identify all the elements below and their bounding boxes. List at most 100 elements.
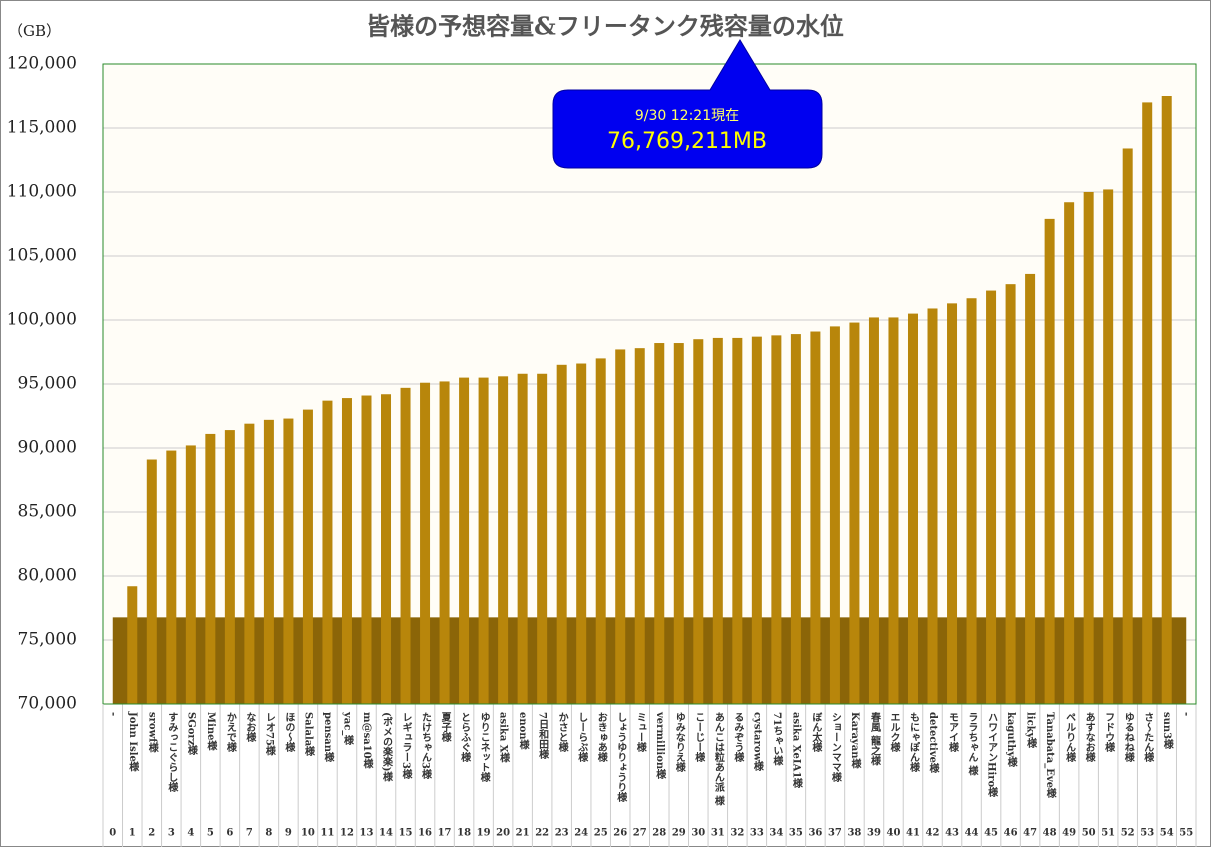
- category-number: 19: [477, 828, 491, 839]
- bar: [1005, 284, 1016, 704]
- x-tick-label: とらふぐ様: [459, 712, 471, 763]
- x-tick-label: John Isle様: [127, 711, 139, 773]
- x-tick-label: あすなお様: [1083, 712, 1095, 763]
- y-tick-label: 80,000: [18, 566, 77, 586]
- bar: [185, 445, 196, 704]
- category-number: 15: [399, 828, 413, 839]
- x-tick-label: 7日和田様: [537, 712, 550, 760]
- x-tick-label: かさと様: [556, 712, 568, 753]
- x-tick-label: enon様: [517, 712, 529, 750]
- category-number: 18: [457, 828, 471, 839]
- bar: [615, 349, 626, 704]
- x-tick-label: ショーンママ様: [829, 712, 841, 783]
- y-tick-label: 115,000: [7, 118, 77, 138]
- bar: [341, 398, 352, 704]
- x-tick-label: m@sa10様: [361, 712, 373, 769]
- y-tick-label: 120,000: [7, 54, 77, 74]
- category-number: 0: [109, 828, 116, 839]
- bar: [556, 364, 567, 704]
- category-number: 32: [730, 828, 744, 839]
- x-tick-label: Karayan様: [849, 712, 861, 769]
- y-tick-label: 100,000: [7, 310, 77, 330]
- category-number: 53: [1140, 828, 1154, 839]
- x-tick-label: ゆるねね様: [1122, 712, 1134, 763]
- bar: [205, 433, 216, 704]
- category-number: 13: [360, 828, 374, 839]
- bar: [537, 373, 548, 704]
- bar: [907, 313, 918, 704]
- y-tick-label: 90,000: [18, 438, 77, 458]
- x-tick-label: エルク様: [888, 712, 900, 753]
- category-number: 4: [187, 828, 194, 839]
- category-number: 51: [1101, 828, 1115, 839]
- bar: [400, 387, 411, 704]
- category-number: 7: [246, 828, 253, 839]
- category-number: 21: [516, 828, 530, 839]
- x-tick-label: cystarow様: [751, 712, 763, 772]
- y-tick-label: 85,000: [18, 502, 77, 522]
- category-number: 3: [168, 828, 175, 839]
- category-number: 34: [769, 828, 783, 839]
- category-number: 29: [672, 828, 686, 839]
- x-tick-label: レギュラー3様: [400, 712, 412, 780]
- x-tick-label: licky様: [1025, 712, 1037, 749]
- y-tick-label: 70,000: [18, 694, 77, 714]
- x-tick-label: ララちゃん 様: [966, 712, 978, 776]
- bar: [927, 308, 938, 704]
- category-number: 44: [965, 828, 979, 839]
- category-number: 41: [906, 828, 920, 839]
- bar: [1103, 189, 1114, 704]
- x-tick-label: モアイ様: [947, 712, 959, 753]
- y-tick-label: 75,000: [18, 630, 77, 650]
- y-tick-label: 95,000: [18, 374, 77, 394]
- bar: [712, 337, 723, 704]
- callout-value: 76,769,211MB: [607, 129, 767, 154]
- bar: [322, 400, 333, 704]
- x-tick-label: るみぞう様: [732, 712, 744, 763]
- bar: [459, 377, 470, 704]
- x-tick-label: ぼん太様: [810, 711, 823, 753]
- bar: [517, 373, 528, 704]
- bar: [810, 331, 821, 704]
- plot-frame: [102, 63, 1197, 705]
- x-tick-label: ペルりん様: [1064, 712, 1076, 763]
- bar: [302, 409, 313, 704]
- category-number: 25: [594, 828, 608, 839]
- x-tick-label: フドウ様: [1103, 712, 1115, 753]
- category-number: 23: [555, 828, 569, 839]
- x-tick-label: たけちゃん3様: [420, 712, 432, 780]
- category-number: 31: [711, 828, 725, 839]
- bar: [498, 376, 509, 704]
- x-tick-label: すみっこぐらし様: [166, 712, 178, 793]
- bar: [1064, 202, 1075, 705]
- x-tick-label: (ボメの楽楽)様: [381, 712, 394, 782]
- x-tick-label: yac_様: [341, 711, 353, 746]
- callout: [552, 39, 823, 169]
- x-tick-label: vermillion様: [654, 711, 666, 780]
- category-number: 22: [535, 828, 549, 839]
- x-tick-label: -: [1181, 712, 1192, 716]
- category-number: 33: [750, 828, 764, 839]
- bar: [420, 382, 431, 704]
- x-tick-label: 71ちゃい様: [771, 712, 783, 767]
- category-number: 40: [887, 828, 901, 839]
- category-number: 49: [1062, 828, 1076, 839]
- bar: [381, 394, 392, 704]
- x-tick-label: pensan様: [322, 712, 334, 763]
- bar: [790, 334, 801, 704]
- category-number: 1: [129, 828, 136, 839]
- category-number: 45: [984, 828, 998, 839]
- bar: [634, 348, 645, 704]
- category-number: 28: [652, 828, 666, 839]
- callout-date: 9/30 12:21現在: [635, 108, 739, 124]
- category-number: 17: [438, 828, 452, 839]
- bar: [1025, 273, 1036, 704]
- category-number: 10: [301, 828, 315, 839]
- x-tick-label: あんこは粒あん派 様: [712, 712, 724, 806]
- bar: [1142, 102, 1153, 704]
- x-tick-label: detective様: [927, 712, 939, 774]
- category-number: 26: [613, 828, 627, 839]
- bar: [693, 339, 704, 704]
- bar: [771, 335, 782, 704]
